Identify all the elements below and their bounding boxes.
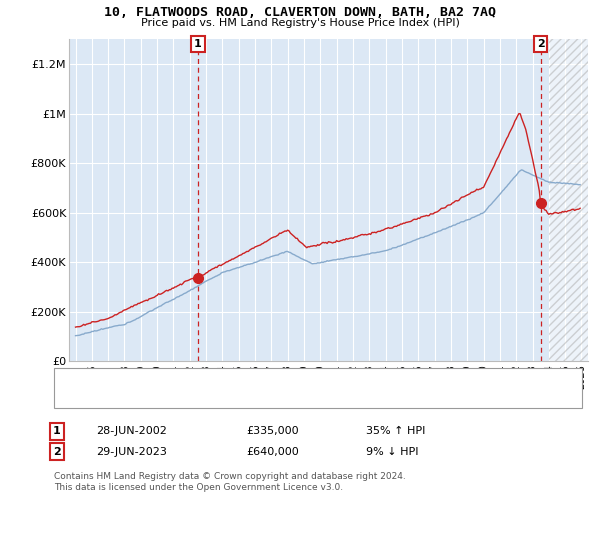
Text: 35% ↑ HPI: 35% ↑ HPI <box>366 426 425 436</box>
Text: HPI: Average price, detached house, Bath and North East Somerset: HPI: Average price, detached house, Bath… <box>102 390 454 400</box>
Text: 10, FLATWOODS ROAD, CLAVERTON DOWN, BATH, BA2 7AQ: 10, FLATWOODS ROAD, CLAVERTON DOWN, BATH… <box>104 6 496 18</box>
Text: 28-JUN-2002: 28-JUN-2002 <box>96 426 167 436</box>
Bar <box>549 39 588 361</box>
Text: 29-JUN-2023: 29-JUN-2023 <box>96 447 167 457</box>
Text: 2: 2 <box>536 39 544 49</box>
Text: 1: 1 <box>194 39 202 49</box>
Text: £335,000: £335,000 <box>246 426 299 436</box>
Text: 9% ↓ HPI: 9% ↓ HPI <box>366 447 419 457</box>
Text: £640,000: £640,000 <box>246 447 299 457</box>
Text: This data is licensed under the Open Government Licence v3.0.: This data is licensed under the Open Gov… <box>54 483 343 492</box>
Text: 10, FLATWOODS ROAD, CLAVERTON DOWN, BATH, BA2 7AQ (detached house): 10, FLATWOODS ROAD, CLAVERTON DOWN, BATH… <box>102 375 509 385</box>
Text: 1: 1 <box>53 426 61 436</box>
Text: Contains HM Land Registry data © Crown copyright and database right 2024.: Contains HM Land Registry data © Crown c… <box>54 472 406 480</box>
Text: Price paid vs. HM Land Registry's House Price Index (HPI): Price paid vs. HM Land Registry's House … <box>140 18 460 28</box>
Text: 2: 2 <box>53 447 61 457</box>
